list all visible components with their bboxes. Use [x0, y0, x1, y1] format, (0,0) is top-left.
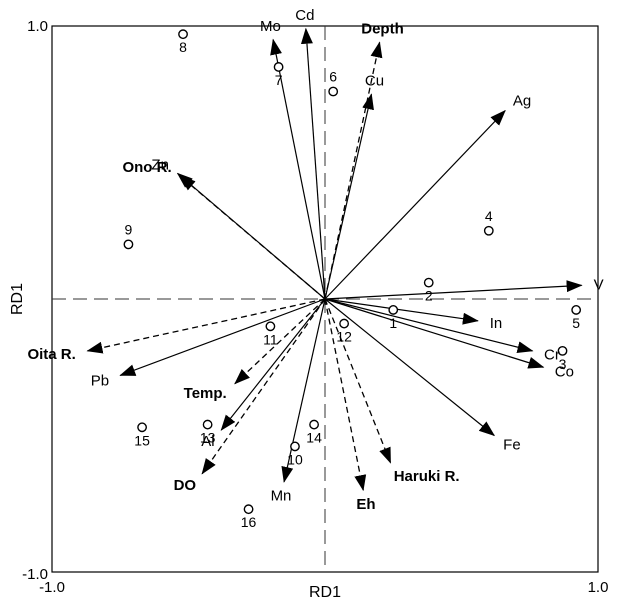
vector-in	[324, 298, 479, 325]
env-vector-oita-r	[86, 298, 326, 354]
site-label-11: 11	[263, 331, 278, 347]
vector-ag	[324, 109, 506, 300]
site-label-10: 10	[287, 451, 303, 467]
vector-cr	[324, 298, 534, 354]
x-tick-right: 1.0	[588, 579, 609, 596]
site-point-15	[137, 422, 147, 433]
vector-label-mn: Mn	[271, 488, 292, 505]
vector-label-cd: Cd	[295, 7, 314, 24]
site-point-16	[243, 504, 254, 515]
vector-label-v: V	[594, 277, 604, 294]
vector-label-cr: Cr	[544, 346, 560, 363]
vector-label-co: Co	[555, 363, 574, 380]
site-label-7: 7	[275, 72, 283, 88]
env-vector-label-depth: Depth	[361, 21, 404, 38]
vector-label-fe: Fe	[503, 436, 521, 453]
vector-cd	[300, 27, 326, 300]
site-point-10	[290, 441, 300, 452]
y-tick-top: 1.0	[27, 18, 48, 35]
vector-label-al: Al	[201, 433, 214, 450]
env-vector-haruki-r	[324, 298, 392, 464]
vector-v	[324, 280, 583, 300]
site-point-3	[557, 345, 568, 356]
x-tick-left: -1.0	[39, 579, 65, 596]
site-label-16: 16	[241, 514, 257, 530]
vector-layer	[86, 27, 583, 492]
y-axis-title: RD1	[9, 283, 26, 315]
site-point-12	[339, 318, 350, 329]
site-label-2: 2	[425, 288, 433, 304]
vector-label-mo: Mo	[260, 18, 281, 35]
vector-al	[220, 298, 326, 431]
env-vector-label-oita-r: Oita R.	[27, 346, 75, 363]
point-layer	[123, 29, 582, 515]
vector-mo	[270, 38, 326, 300]
site-point-7	[273, 62, 284, 72]
site-label-14: 14	[306, 430, 322, 446]
env-vector-do	[201, 298, 326, 475]
vector-fe	[324, 298, 496, 437]
x-axis-title: RD1	[309, 584, 341, 601]
env-vector-label-haruki-r: Haruki R.	[394, 468, 460, 485]
site-point-2	[423, 277, 434, 288]
site-label-6: 6	[329, 69, 337, 85]
env-vector-label-eh: Eh	[356, 496, 375, 513]
vector-label-zn: Zn	[151, 156, 169, 173]
site-point-14	[309, 419, 319, 430]
site-point-4	[483, 225, 494, 236]
site-label-1: 1	[389, 315, 397, 331]
vector-pb	[119, 298, 326, 377]
site-point-1	[388, 305, 399, 315]
env-vector-ono-r	[179, 175, 326, 300]
vector-label-cu: Cu	[365, 73, 384, 90]
site-point-11	[265, 321, 276, 332]
site-label-13: 13	[200, 430, 216, 446]
site-label-8: 8	[179, 39, 187, 55]
env-vector-label-do: DO	[174, 477, 197, 494]
vector-label-in: In	[490, 315, 503, 332]
env-vector-label-ono-r: Ono R.	[122, 159, 171, 176]
site-label-3: 3	[559, 356, 567, 372]
env-vector-temp	[234, 298, 326, 385]
site-label-12: 12	[336, 329, 352, 345]
env-vector-depth	[324, 41, 383, 300]
vector-label-ag: Ag	[513, 93, 531, 110]
vector-label-pb: Pb	[91, 372, 109, 389]
env-vector-label-temp: Temp.	[184, 385, 227, 402]
site-label-9: 9	[125, 221, 133, 237]
env-vector-eh	[324, 298, 367, 492]
site-label-4: 4	[485, 208, 493, 224]
site-label-5: 5	[572, 315, 580, 331]
y-tick-bottom: -1.0	[22, 566, 48, 583]
vector-co	[324, 298, 545, 369]
site-label-15: 15	[134, 432, 150, 448]
site-point-8	[178, 29, 188, 40]
site-point-9	[123, 239, 134, 250]
vector-mn	[281, 298, 326, 483]
site-point-13	[202, 419, 213, 430]
site-point-6	[328, 86, 339, 97]
site-point-5	[571, 305, 582, 315]
